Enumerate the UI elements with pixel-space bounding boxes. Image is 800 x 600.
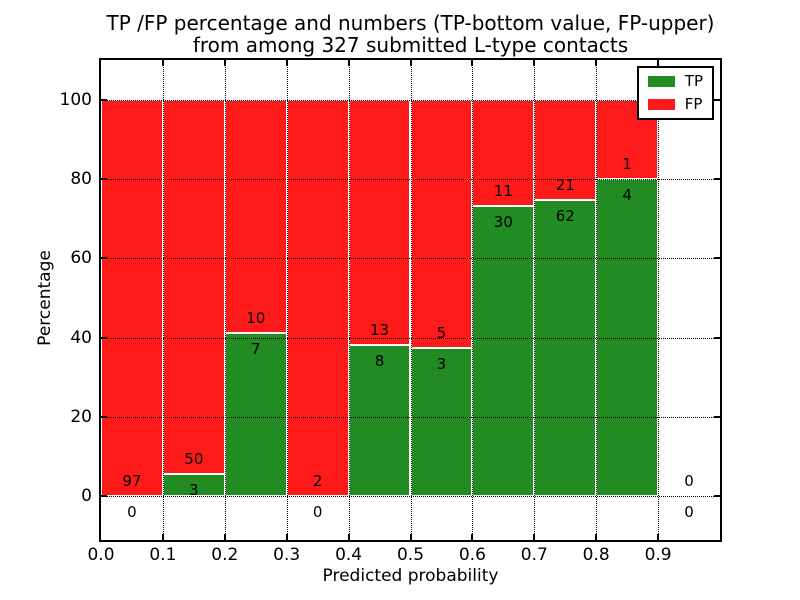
x-tick-label: 0.4 (335, 545, 363, 565)
y-tick-label: 100 (59, 89, 92, 110)
x-tick-label: 0.1 (149, 545, 177, 565)
x-tick-label: 0.0 (87, 545, 115, 565)
tp-count-label: 3 (189, 480, 199, 499)
tp-count-label: 4 (622, 186, 632, 204)
y-tick-mark-right (714, 98, 720, 101)
x-tick-mark (347, 534, 350, 540)
tp-swatch-icon (647, 76, 675, 87)
tp-bar-segment (472, 206, 535, 497)
x-tick-label: 0.3 (273, 545, 301, 565)
fp-bar-segment (101, 99, 163, 497)
y-tick-label: 80 (70, 169, 92, 189)
x-tick-mark (657, 534, 660, 540)
tp-count-label: 0 (312, 503, 323, 522)
chart-title: TP /FP percentage and numbers (TP-bottom… (101, 12, 720, 56)
fp-bar-segment (162, 99, 225, 474)
plot-area: 97 0 50 3 10 7 2 0 13 8 5 3 11 30 21 62 1 4 0 0 TP FP (99, 58, 722, 542)
fp-count-label: 1 (622, 155, 632, 173)
x-tick-label: 0.6 (458, 545, 486, 565)
fp-count-label: 21 (555, 176, 575, 195)
fp-count-label: 97 (122, 472, 142, 491)
tp-count-label: 3 (436, 354, 447, 373)
tp-bar-segment (224, 333, 287, 497)
fp-bar-segment (410, 99, 473, 348)
fp-bar-segment (224, 99, 287, 333)
x-tick-mark-top (471, 60, 474, 66)
y-tick-label: 0 (81, 486, 92, 507)
fp-count-label: 5 (436, 323, 447, 342)
y-tick-mark-right (714, 257, 720, 260)
y-tick-label: 40 (70, 327, 92, 348)
fp-count-label: 50 (184, 449, 204, 468)
fp-bar-segment (286, 99, 349, 497)
y-tick-mark-right (714, 178, 720, 180)
x-tick-mark-top (533, 60, 536, 66)
tp-bar-segment (534, 200, 597, 497)
tp-bar-segment (348, 345, 411, 497)
legend-item-fp: FP (647, 95, 703, 113)
chart-title-line1: TP /FP percentage and numbers (TP-bottom… (106, 11, 715, 35)
x-tick-label: 0.2 (211, 545, 239, 565)
y-tick-mark (101, 495, 107, 498)
fp-count-label: 10 (246, 309, 266, 328)
fp-swatch-icon (647, 99, 675, 110)
fp-count-label: 13 (370, 321, 390, 340)
y-tick-mark-right (714, 416, 720, 419)
x-tick-mark (223, 534, 226, 540)
legend: TP FP (636, 66, 714, 120)
x-tick-mark-top (161, 60, 164, 66)
y-tick-mark (101, 416, 107, 419)
y-tick-mark (101, 178, 107, 180)
y-tick-mark-right (714, 495, 720, 498)
y-tick-mark (101, 336, 107, 339)
tp-count-label: 0 (127, 503, 137, 522)
tp-count-label: 7 (250, 340, 261, 359)
x-tick-mark-top (595, 60, 598, 66)
x-tick-mark-top (285, 60, 288, 66)
x-tick-mark (285, 534, 288, 540)
y-tick-label: 60 (70, 248, 92, 269)
x-tick-mark (161, 534, 164, 540)
x-tick-mark-top (409, 60, 412, 66)
fp-count-label: 11 (493, 182, 513, 201)
tp-count-label: 8 (374, 352, 385, 371)
x-tick-mark-top (223, 60, 226, 66)
x-tick-label: 0.7 (520, 545, 548, 565)
fp-bar-segment (348, 99, 411, 346)
x-tick-mark (595, 534, 598, 540)
legend-label-fp: FP (684, 95, 703, 113)
tp-count-label: 30 (493, 213, 513, 232)
x-tick-mark (533, 534, 536, 540)
legend-label-tp: TP (684, 72, 703, 90)
x-tick-label: 0.8 (582, 545, 610, 565)
tp-bar-segment (596, 179, 659, 497)
fp-count-label: 2 (312, 472, 323, 491)
x-axis-label: Predicted probability (322, 566, 499, 586)
vertical-gridline (658, 60, 660, 540)
tp-bar-segment (410, 347, 473, 497)
chart-title-line2: from among 327 submitted L-type contacts (192, 33, 629, 57)
y-tick-label: 20 (70, 407, 92, 428)
tp-count-label: 62 (555, 207, 575, 226)
x-tick-mark-top (347, 60, 350, 66)
x-tick-label: 0.5 (396, 545, 425, 565)
y-tick-mark (101, 257, 107, 260)
x-tick-mark (471, 534, 474, 540)
fp-count-label: 0 (684, 472, 694, 491)
x-tick-label: 0.9 (644, 545, 672, 565)
y-tick-mark-right (714, 336, 720, 339)
x-tick-mark (409, 534, 412, 540)
tp-count-label: 0 (684, 503, 694, 522)
y-tick-mark (101, 98, 107, 101)
legend-item-tp: TP (647, 72, 703, 90)
